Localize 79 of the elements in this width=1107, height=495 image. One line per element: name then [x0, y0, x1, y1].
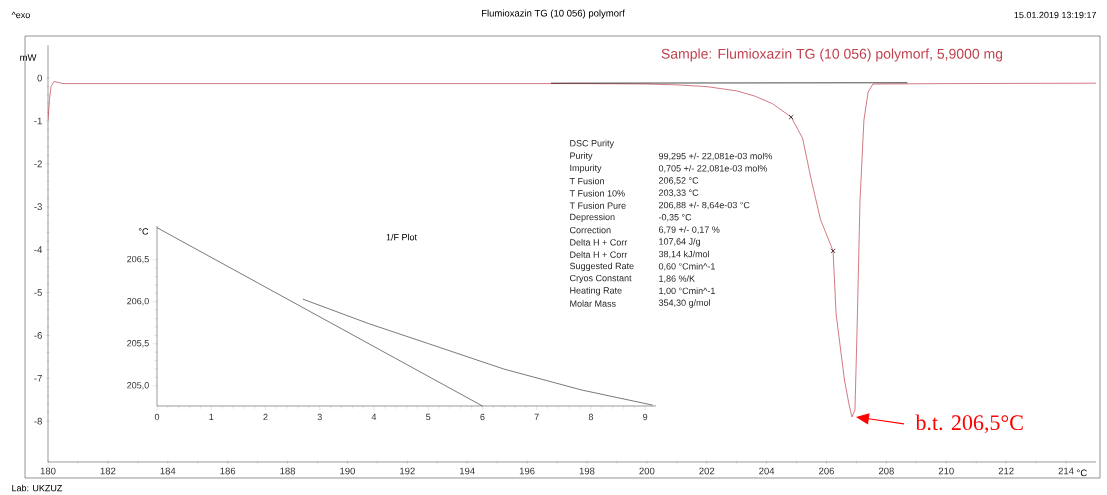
x-tick-label: 1 — [209, 413, 214, 421]
x-tick-label: 208 — [878, 467, 894, 475]
annotation: 6,79 +/- 0,17 % — [659, 226, 720, 235]
x-tick-label: 3 — [317, 413, 322, 421]
y-tick-label: 205,5 — [127, 340, 149, 348]
x-tick-label: 182 — [100, 467, 116, 475]
y-tick-label: -7 — [34, 375, 42, 382]
annotation: 0,60 °Cmin^-1 — [658, 263, 715, 271]
annotation: Heating Rate — [570, 287, 622, 296]
annotation: Delta H + Corr — [570, 251, 628, 258]
y-axis-title: mW — [20, 54, 37, 61]
annotation: 206,88 +/- 8,64e-03 °C — [659, 201, 750, 210]
x-tick-label: 202 — [699, 467, 715, 475]
y-tick-label: -4 — [34, 246, 43, 254]
chart-subtitle: Sample: Flumioxazin TG (10 056) polymorf, 5,9000 mg — [661, 48, 1003, 62]
y-tick-label: -2 — [34, 160, 42, 168]
y-tick-label: -5 — [34, 289, 42, 297]
annotation: DSC Purity — [570, 139, 615, 149]
chart-title: Flumioxazin TG (10 056) polymorf — [481, 9, 625, 19]
x-tick-label: 8 — [588, 413, 594, 421]
text: ^exo — [11, 12, 30, 19]
y-tick-label: -3 — [34, 203, 42, 211]
x-axis-title: °C — [1077, 469, 1087, 477]
annotation: T Fusion 10% — [569, 190, 625, 197]
annotation: 107,64 J/g — [659, 238, 700, 247]
annotation: 206,52 °C — [659, 177, 699, 185]
y-tick-label: 206,0 — [127, 298, 149, 306]
annotation: Impurity — [570, 164, 602, 174]
x-tick-label: 5 — [426, 413, 431, 421]
annotation: Cryos Constant — [570, 275, 632, 284]
x-tick-label: 6 — [480, 413, 485, 421]
annotation: T Fusion Pure — [569, 202, 626, 209]
y-axis-title: °C — [138, 228, 149, 235]
x-tick-label: 192 — [400, 467, 415, 475]
x-tick-label: 2 — [263, 413, 268, 421]
x-tick-label: 186 — [220, 467, 236, 475]
x-tick-label: 206 — [819, 467, 834, 475]
y-tick-label: 0 — [37, 74, 42, 82]
annotation: Correction — [570, 226, 611, 234]
annotation: 1,86 %/K — [659, 275, 695, 284]
y-tick-label: 205,0 — [127, 382, 149, 390]
annotation: Molar Mass — [570, 300, 616, 307]
y-tick-label: 206,5 — [127, 256, 149, 264]
x-tick-label: 4 — [371, 413, 377, 421]
x-tick-label: 7 — [534, 413, 539, 421]
x-tick-label: 180 — [40, 467, 56, 475]
annotation: Suggested Rate — [569, 262, 634, 272]
text: 1/F Plot — [386, 233, 417, 241]
annotation: 1,00 °Cmin^-1 — [659, 287, 715, 296]
annotation: 99,295 +/- 22,081e-03 mol% — [658, 152, 773, 161]
x-tick-label: 210 — [938, 467, 954, 475]
annotation: 203,33 °C — [659, 189, 699, 198]
x-tick-label: 212 — [998, 467, 1014, 475]
x-tick-label: 204 — [759, 467, 775, 475]
x-tick-label: 184 — [160, 467, 176, 475]
y-tick-label: -1 — [34, 117, 42, 125]
x-tick-label: 9 — [643, 413, 648, 421]
annotation: b.t. 206,5°C — [915, 414, 1023, 434]
annotation: Delta H + Corr — [570, 239, 628, 246]
annotation: Depression — [570, 213, 615, 223]
annotation: 0,705 +/- 22,081e-03 mol% — [658, 165, 768, 173]
annotation: T Fusion — [569, 177, 604, 185]
x-tick-label: 190 — [340, 467, 355, 475]
x-tick-label: 214 — [1058, 467, 1074, 475]
x-tick-label: 198 — [579, 467, 595, 475]
annotation: Purity — [570, 152, 593, 161]
y-tick-label: -8 — [34, 418, 42, 425]
x-tick-label: 200 — [639, 467, 655, 475]
x-tick-label: 196 — [519, 467, 535, 475]
annotation: -0,35 °C — [658, 214, 692, 222]
x-tick-label: 0 — [154, 413, 160, 421]
annotation: 354,30 g/mol — [658, 299, 710, 308]
x-tick-label: 194 — [459, 467, 475, 475]
y-tick-label: -6 — [34, 332, 42, 339]
text: Lab: UKZUZ — [12, 484, 63, 492]
line-series — [302, 299, 654, 406]
annotation: 38,14 kJ/mol — [658, 250, 709, 259]
x-tick-label: 188 — [280, 467, 296, 475]
text: 15.01.2019 13:19:17 — [1014, 11, 1096, 19]
